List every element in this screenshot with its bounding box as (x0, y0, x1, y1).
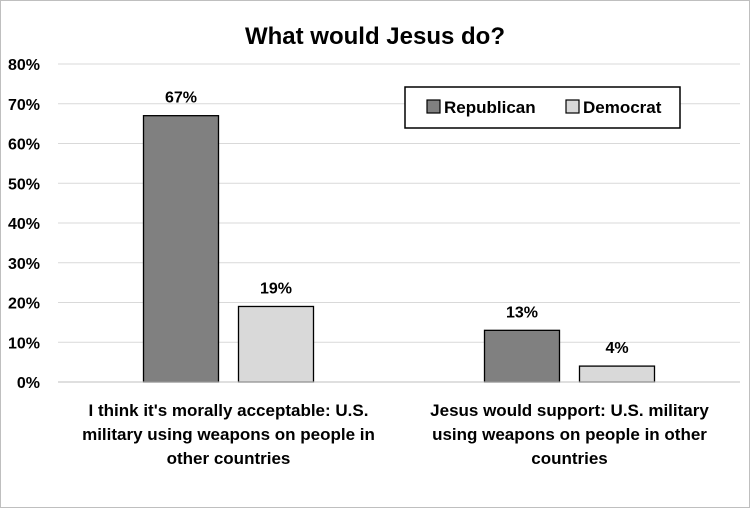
category-labels: I think it's morally acceptable: U.S. mil… (82, 401, 709, 468)
y-axis-ticks: 0% 10% 20% 30% 40% 50% 60% 70% 80% (8, 57, 40, 392)
data-label-democrat-1: 4% (605, 340, 628, 357)
y-tick-label: 70% (8, 97, 40, 114)
y-tick-label: 50% (8, 176, 40, 193)
y-tick-label: 20% (8, 296, 40, 313)
bars (142, 115, 656, 383)
y-tick-label: 80% (8, 57, 40, 74)
legend-label-democrat: Democrat (583, 98, 662, 117)
legend-label-republican: Republican (444, 98, 536, 117)
data-label-republican-0: 67% (165, 90, 197, 107)
legend-box (404, 86, 681, 129)
legend-swatch-democrat (565, 99, 580, 114)
data-label-republican-1: 13% (506, 304, 538, 321)
category-label-0-line-0: I think it's morally acceptable: U.S. (89, 401, 369, 420)
data-labels: 67% 13% 19% 4% (165, 90, 629, 357)
category-label-0-line-1: military using weapons on people in (82, 425, 375, 444)
legend: Republican Democrat (404, 86, 681, 129)
y-tick-label: 0% (17, 375, 40, 392)
y-tick-label: 10% (8, 335, 40, 352)
bar-republican-1 (483, 329, 561, 383)
category-label-1-line-2: countries (531, 449, 608, 468)
data-label-democrat-0: 19% (260, 280, 292, 297)
category-label-0-line-2: other countries (167, 449, 291, 468)
category-label-1-line-1: using weapons on people in other (432, 425, 707, 444)
bar-democrat-0 (237, 305, 315, 383)
y-tick-label: 30% (8, 256, 40, 273)
bar-democrat-1 (578, 365, 656, 383)
legend-swatch-republican (426, 99, 441, 114)
category-label-1-line-0: Jesus would support: U.S. military (430, 401, 709, 420)
chart-title: What would Jesus do? (245, 23, 505, 50)
y-tick-label: 40% (8, 216, 40, 233)
bar-republican-0 (142, 115, 220, 383)
y-tick-label: 60% (8, 137, 40, 154)
